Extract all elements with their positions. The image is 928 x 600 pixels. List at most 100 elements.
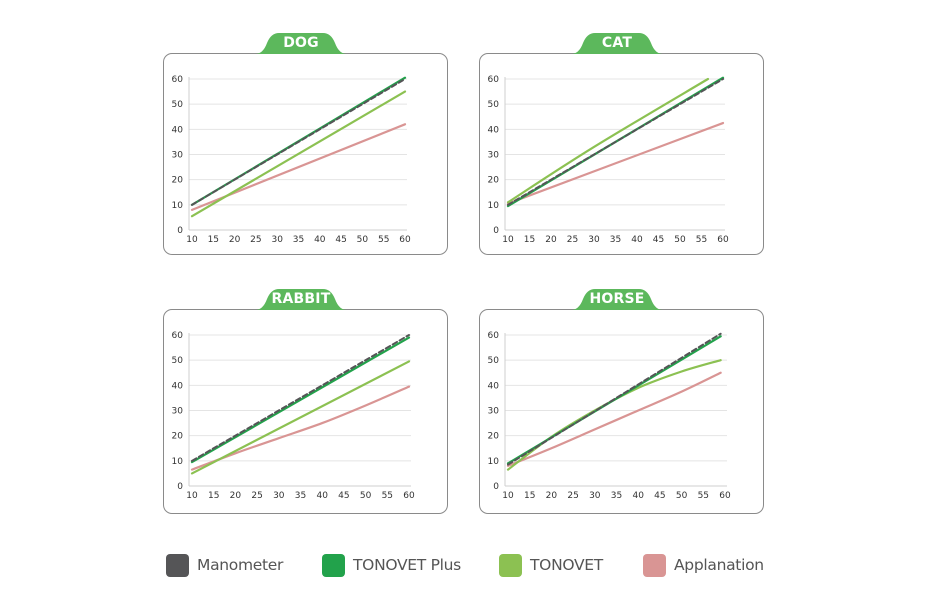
y-tick-label: 0 — [493, 482, 499, 492]
x-tick-label: 35 — [610, 235, 621, 245]
x-tick-label: 25 — [567, 235, 578, 245]
legend-label: Manometer — [197, 556, 284, 574]
x-tick-label: 50 — [676, 491, 688, 501]
tab-shape — [571, 33, 663, 54]
y-tick-label: 30 — [488, 151, 500, 161]
y-tick-label: 40 — [488, 381, 500, 391]
chart-panel-cat: CAT 0 10 20 30 40 50 60 10 15 20 25 30 35 40 45 50 55 60 — [479, 33, 764, 255]
legend-label: Applanation — [674, 556, 764, 574]
x-tick-label: 40 — [632, 491, 644, 501]
x-tick-label: 60 — [717, 235, 729, 245]
x-tick-label: 30 — [273, 491, 285, 501]
series-line-tonovet — [190, 90, 407, 218]
x-tick-label: 50 — [674, 235, 686, 245]
y-tick-label: 50 — [488, 100, 500, 110]
legend-swatch — [499, 553, 522, 577]
chart-title-tab: DOG — [255, 33, 347, 54]
x-tick-label: 50 — [357, 235, 369, 245]
x-tick-label: 20 — [546, 491, 558, 501]
x-tick-label: 35 — [611, 491, 622, 501]
x-tick-label: 15 — [208, 491, 219, 501]
legend-item-tonovet-plus: TONOVET Plus — [322, 552, 461, 578]
y-tick-label: 10 — [488, 457, 500, 467]
x-tick-label: 10 — [186, 491, 198, 501]
chart-title: CAT — [601, 35, 633, 51]
chart-panel-rabbit: RABBIT 0 10 20 30 40 50 60 10 15 20 25 30 35 40 45 50 55… — [163, 289, 448, 514]
series-line-applanation — [190, 385, 411, 471]
x-tick-label: 60 — [719, 491, 731, 501]
series-line-applanation — [506, 121, 725, 205]
y-tick-label: 0 — [177, 482, 183, 492]
legend-item-tonovet: TONOVET — [499, 552, 603, 578]
chart-title-tab: HORSE — [571, 289, 663, 310]
x-tick-label: 10 — [502, 235, 514, 245]
series-line-tonovet — [506, 77, 710, 204]
legend-item-applanation: Applanation — [643, 552, 764, 578]
x-tick-label: 15 — [208, 235, 219, 245]
y-tick-label: 20 — [488, 432, 500, 442]
series-line-manometer — [191, 334, 410, 462]
x-tick-label: 30 — [589, 491, 601, 501]
x-tick-label: 40 — [314, 235, 326, 245]
legend-swatch — [322, 553, 345, 577]
series-line-tonovet — [190, 360, 411, 475]
y-tick-label: 10 — [488, 201, 500, 211]
x-tick-label: 15 — [524, 235, 535, 245]
series-line-manometer — [507, 78, 724, 206]
x-tick-label: 30 — [271, 235, 283, 245]
y-tick-label: 10 — [172, 457, 184, 467]
y-tick-label: 60 — [172, 75, 184, 85]
x-tick-label: 20 — [229, 235, 241, 245]
x-tick-label: 40 — [316, 491, 328, 501]
legend-item-manometer: Manometer — [166, 552, 283, 578]
x-tick-label: 20 — [230, 491, 242, 501]
y-tick-label: 30 — [172, 151, 184, 161]
y-tick-label: 30 — [172, 407, 184, 417]
x-tick-label: 10 — [186, 235, 198, 245]
x-tick-label: 15 — [524, 491, 535, 501]
legend-label: TONOVET Plus — [353, 556, 461, 574]
chart-panel-horse: HORSE 0 10 20 30 40 50 60 10 15 20 25 30 35 40 45 50 55 6… — [479, 289, 764, 514]
y-tick-label: 60 — [172, 331, 184, 341]
y-tick-label: 40 — [488, 125, 500, 135]
x-tick-label: 55 — [698, 491, 709, 501]
y-tick-label: 20 — [172, 432, 184, 442]
tab-shape — [255, 33, 347, 54]
y-tick-label: 20 — [488, 176, 500, 186]
x-tick-label: 30 — [588, 235, 600, 245]
series-line-applanation — [506, 371, 722, 467]
series-line-manometer — [507, 332, 722, 466]
x-tick-label: 25 — [567, 491, 578, 501]
x-tick-label: 20 — [545, 235, 557, 245]
chart-title: HORSE — [589, 291, 645, 307]
y-tick-label: 60 — [488, 75, 500, 85]
chart-panel-dog: DOG 0 10 20 30 40 50 60 10 15 20 25 30 35 40 45 50 55 60 — [163, 33, 448, 255]
tab-shape — [571, 289, 663, 310]
y-tick-label: 50 — [172, 356, 184, 366]
legend-swatch — [643, 553, 666, 577]
x-tick-label: 55 — [382, 491, 393, 501]
legend-label: TONOVET — [530, 556, 603, 574]
chart-title: DOG — [283, 35, 319, 51]
y-tick-label: 40 — [172, 125, 184, 135]
y-tick-label: 10 — [172, 201, 184, 211]
y-tick-label: 40 — [172, 381, 184, 391]
x-tick-label: 60 — [399, 235, 411, 245]
y-tick-label: 20 — [172, 176, 184, 186]
legend: Manometer TONOVET Plus TONOVET Applanati… — [166, 552, 786, 578]
x-tick-label: 25 — [250, 235, 261, 245]
y-tick-label: 0 — [493, 226, 499, 236]
y-tick-label: 50 — [488, 356, 500, 366]
x-tick-label: 55 — [696, 235, 707, 245]
y-tick-label: 30 — [488, 407, 500, 417]
y-tick-label: 60 — [488, 331, 500, 341]
x-tick-label: 60 — [403, 491, 415, 501]
chart-frame — [479, 309, 764, 514]
series-line-manometer — [191, 78, 406, 206]
chart-title-tab: RABBIT — [255, 289, 347, 310]
x-tick-label: 45 — [654, 491, 665, 501]
chart-title: RABBIT — [271, 291, 331, 307]
x-tick-label: 40 — [631, 235, 643, 245]
